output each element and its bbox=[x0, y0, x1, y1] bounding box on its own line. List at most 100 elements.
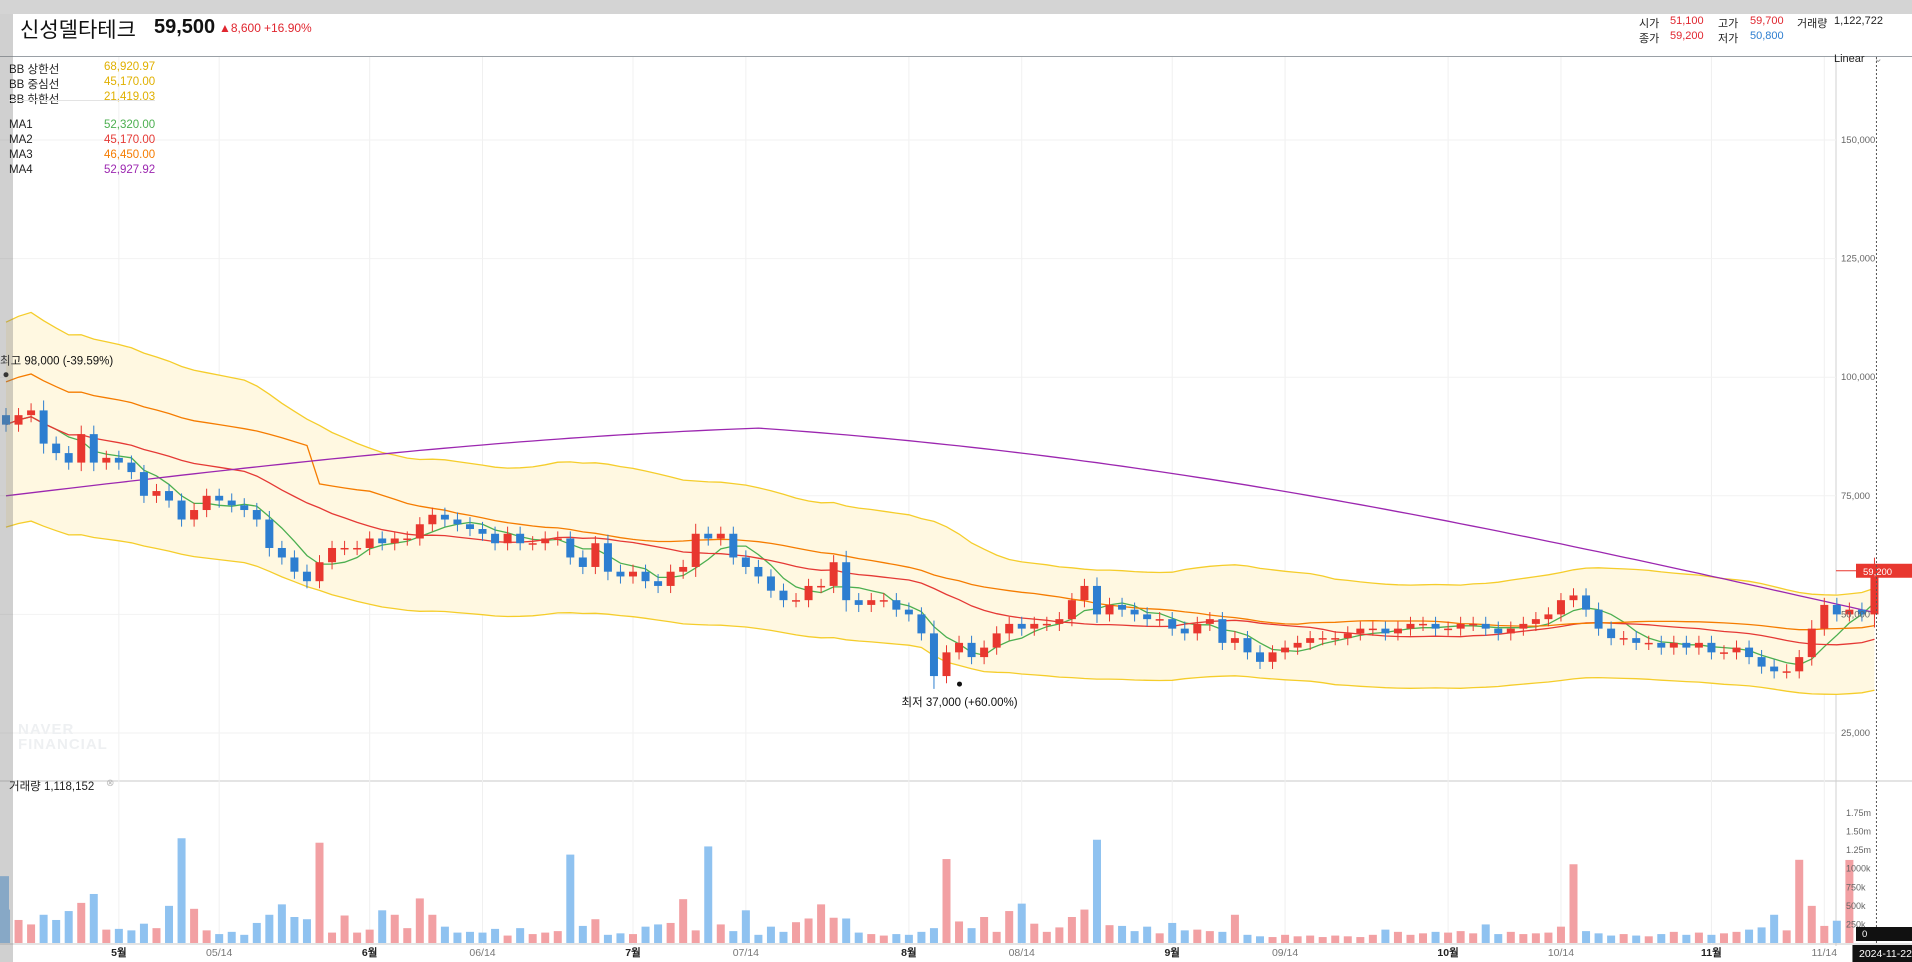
candle-body bbox=[1331, 638, 1340, 640]
time-axis-label: 08/14 bbox=[1009, 947, 1035, 959]
time-axis-label: 10월 bbox=[1437, 946, 1458, 959]
volume-bar bbox=[704, 846, 713, 943]
candle-body bbox=[1782, 671, 1791, 673]
volume-tick-label: 1.25m bbox=[1846, 845, 1871, 855]
volume-bar bbox=[892, 934, 901, 943]
candle-body bbox=[578, 557, 587, 567]
current-price: 59,500 bbox=[154, 16, 216, 38]
candle-body bbox=[503, 533, 512, 544]
volume-bar bbox=[992, 931, 1001, 943]
volume-bar bbox=[591, 919, 600, 943]
candle-body bbox=[428, 514, 437, 525]
volume-bar bbox=[102, 929, 111, 943]
candle-body bbox=[1368, 628, 1377, 631]
candle-body bbox=[390, 538, 399, 544]
candle-body bbox=[1130, 609, 1139, 615]
low-annotation: 최저 37,000 (+60.00%) bbox=[902, 696, 1018, 709]
legend-value: 46,450.00 bbox=[104, 149, 156, 161]
candle-body bbox=[453, 519, 462, 525]
candle-body bbox=[1506, 628, 1515, 634]
candle-body bbox=[629, 571, 637, 577]
candle-body bbox=[1230, 638, 1239, 643]
volume-tick-label: 1.75m bbox=[1846, 808, 1871, 818]
volume-bar bbox=[955, 921, 964, 943]
time-axis-label: 10/14 bbox=[1548, 947, 1574, 959]
volume-bar bbox=[1481, 924, 1490, 943]
candle-body bbox=[967, 642, 976, 658]
scale-dropdown[interactable]: Linear ⌄ bbox=[1834, 52, 1883, 65]
candle-body bbox=[415, 524, 424, 539]
volume-bar bbox=[1732, 931, 1741, 943]
candle-body bbox=[27, 410, 36, 416]
candle-body bbox=[365, 538, 374, 548]
volume-bar bbox=[654, 924, 663, 943]
volume-bar bbox=[1807, 905, 1816, 943]
candle-body bbox=[1218, 619, 1227, 643]
candle-body bbox=[879, 600, 888, 602]
price-tick-label: 125,000 bbox=[1841, 254, 1875, 265]
quote-header: 신성델타테크 59,500 ▲8,600 +16.90% 시가 51,100 고… bbox=[0, 14, 1912, 57]
candle-body bbox=[1531, 619, 1540, 624]
volume-bar bbox=[1607, 935, 1616, 943]
volume-bar bbox=[629, 934, 637, 943]
volume-bar bbox=[541, 932, 550, 943]
candle-body bbox=[1256, 652, 1264, 662]
bb-lower-line bbox=[5, 520, 1875, 696]
candle-body bbox=[1406, 623, 1415, 629]
legend-label: MA1 bbox=[9, 119, 33, 131]
volume-bar bbox=[1845, 859, 1854, 943]
candle-body bbox=[1481, 623, 1490, 629]
volume-bar bbox=[1682, 934, 1691, 943]
scrollbar[interactable] bbox=[0, 14, 13, 962]
high-marker bbox=[3, 372, 9, 378]
candle-body bbox=[1268, 652, 1277, 662]
volume-bar bbox=[478, 932, 487, 943]
candle-body bbox=[1030, 623, 1039, 629]
volume-bar bbox=[302, 919, 311, 943]
volume-bar bbox=[1707, 934, 1716, 943]
volume-bar bbox=[202, 930, 211, 943]
candle-body bbox=[917, 614, 926, 634]
candle-body bbox=[654, 581, 663, 586]
volume-bar bbox=[1820, 925, 1829, 943]
close-icon[interactable]: ⊗ bbox=[106, 778, 115, 789]
candle-body bbox=[666, 571, 675, 586]
volume-bar bbox=[1544, 932, 1553, 943]
candle-body bbox=[177, 500, 186, 520]
candle-body bbox=[64, 453, 73, 463]
high-value: 59,700 bbox=[1750, 15, 1784, 27]
candle-body bbox=[729, 533, 738, 558]
volume-bar bbox=[1519, 934, 1528, 943]
legend-value: 52,927.92 bbox=[104, 164, 156, 176]
volume-bar bbox=[315, 842, 324, 943]
candle-body bbox=[553, 538, 562, 540]
volume-bar bbox=[1030, 923, 1039, 943]
candle-body bbox=[440, 514, 449, 520]
candle-body bbox=[39, 410, 48, 444]
high-annotation: 최고 98,000 (-39.59%) bbox=[0, 355, 113, 368]
volume-bar bbox=[766, 926, 775, 943]
volume-bar bbox=[829, 917, 838, 943]
volume-bar bbox=[1456, 931, 1465, 943]
candle-body bbox=[152, 491, 161, 496]
volume-tick-label: 1.50m bbox=[1846, 827, 1871, 837]
volume-panel-label: 거래량 bbox=[9, 781, 41, 793]
volume-bar bbox=[1155, 933, 1164, 943]
volume-bar bbox=[1318, 937, 1327, 943]
candle-body bbox=[955, 642, 964, 653]
price-change: ▲8,600 bbox=[219, 21, 261, 35]
volume-bar bbox=[265, 914, 274, 943]
candle-body bbox=[1732, 647, 1741, 653]
time-axis-label: 06/14 bbox=[469, 947, 495, 959]
volume-tick-label: 1000k bbox=[1846, 864, 1871, 874]
candle-body bbox=[378, 538, 387, 544]
volume-bar bbox=[1055, 927, 1064, 943]
time-axis-label: 05/14 bbox=[206, 947, 232, 959]
volume-bar bbox=[1343, 936, 1352, 943]
volume-bar bbox=[127, 930, 136, 943]
candle-body bbox=[1168, 619, 1177, 629]
candle-body bbox=[1582, 595, 1591, 610]
volume-bar bbox=[403, 928, 412, 943]
volume-bar bbox=[1168, 922, 1177, 943]
volume-tick-label: 250k bbox=[1846, 919, 1866, 929]
